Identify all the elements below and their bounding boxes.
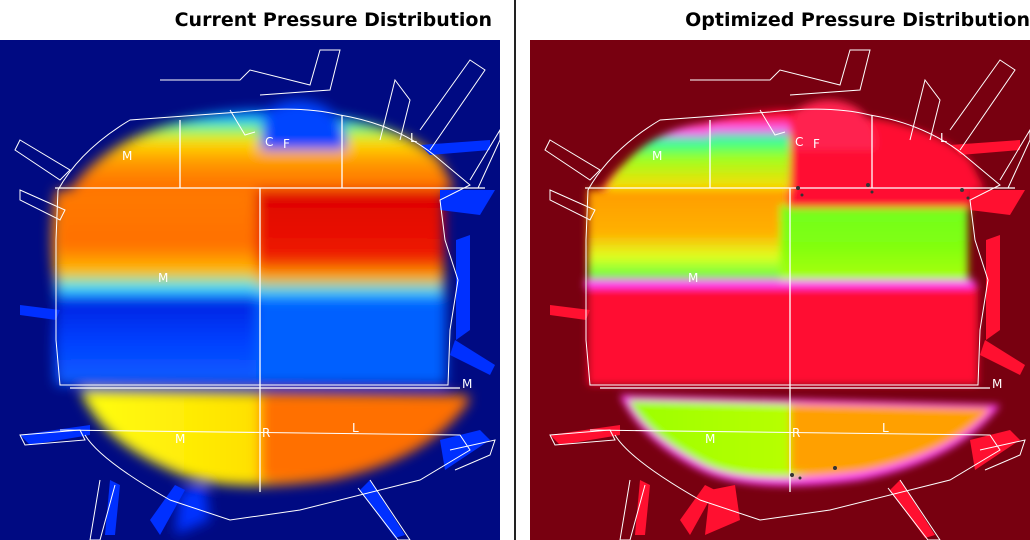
zone-label-m-bottom: M xyxy=(175,432,185,446)
optimized-pressure-svg: C F M M L M R L M xyxy=(530,40,1030,540)
current-pressure-svg: C F M M L M R L M xyxy=(0,40,500,540)
optimized-pressure-map: C F M M L M R L M xyxy=(530,40,1030,540)
zone-label-f: F xyxy=(283,137,290,151)
zone-label-c: C xyxy=(795,135,803,149)
current-zone-labels: C F M M L M R L M xyxy=(122,131,472,446)
panel-divider xyxy=(514,0,516,540)
zone-label-c: C xyxy=(265,135,273,149)
zone-label-l-bottom: L xyxy=(882,421,889,435)
zone-label-r: R xyxy=(792,426,800,440)
zone-label-m-top: M xyxy=(122,149,132,163)
zone-label-m-bottom: M xyxy=(705,432,715,446)
zone-label-m-side: M xyxy=(992,377,1002,391)
optimized-zone-labels: C F M M L M R L M xyxy=(652,131,1002,446)
current-spokes xyxy=(20,140,495,538)
zone-label-m-top: M xyxy=(652,149,662,163)
current-panel-title: Current Pressure Distribution xyxy=(174,9,492,31)
current-zone-grid xyxy=(55,115,485,492)
current-pressure-blob xyxy=(52,100,470,535)
zone-label-m-side: M xyxy=(462,377,472,391)
zone-label-m-mid: M xyxy=(158,271,168,285)
zone-label-l-bottom: L xyxy=(352,421,359,435)
zone-label-r: R xyxy=(262,426,270,440)
zone-label-l-top: L xyxy=(940,131,947,145)
zone-label-f: F xyxy=(813,137,820,151)
optimized-zone-outline xyxy=(544,49,1030,540)
current-pressure-map: C F M M L M R L M xyxy=(0,40,500,540)
optimized-pressure-blob xyxy=(585,100,1000,486)
zone-label-m-mid: M xyxy=(688,271,698,285)
zone-label-l-top: L xyxy=(410,131,417,145)
optimized-spokes xyxy=(550,140,1025,538)
optimized-speckles xyxy=(790,183,970,480)
optimized-panel-title: Optimized Pressure Distribution xyxy=(685,9,1030,31)
current-zone-outline xyxy=(14,49,500,540)
